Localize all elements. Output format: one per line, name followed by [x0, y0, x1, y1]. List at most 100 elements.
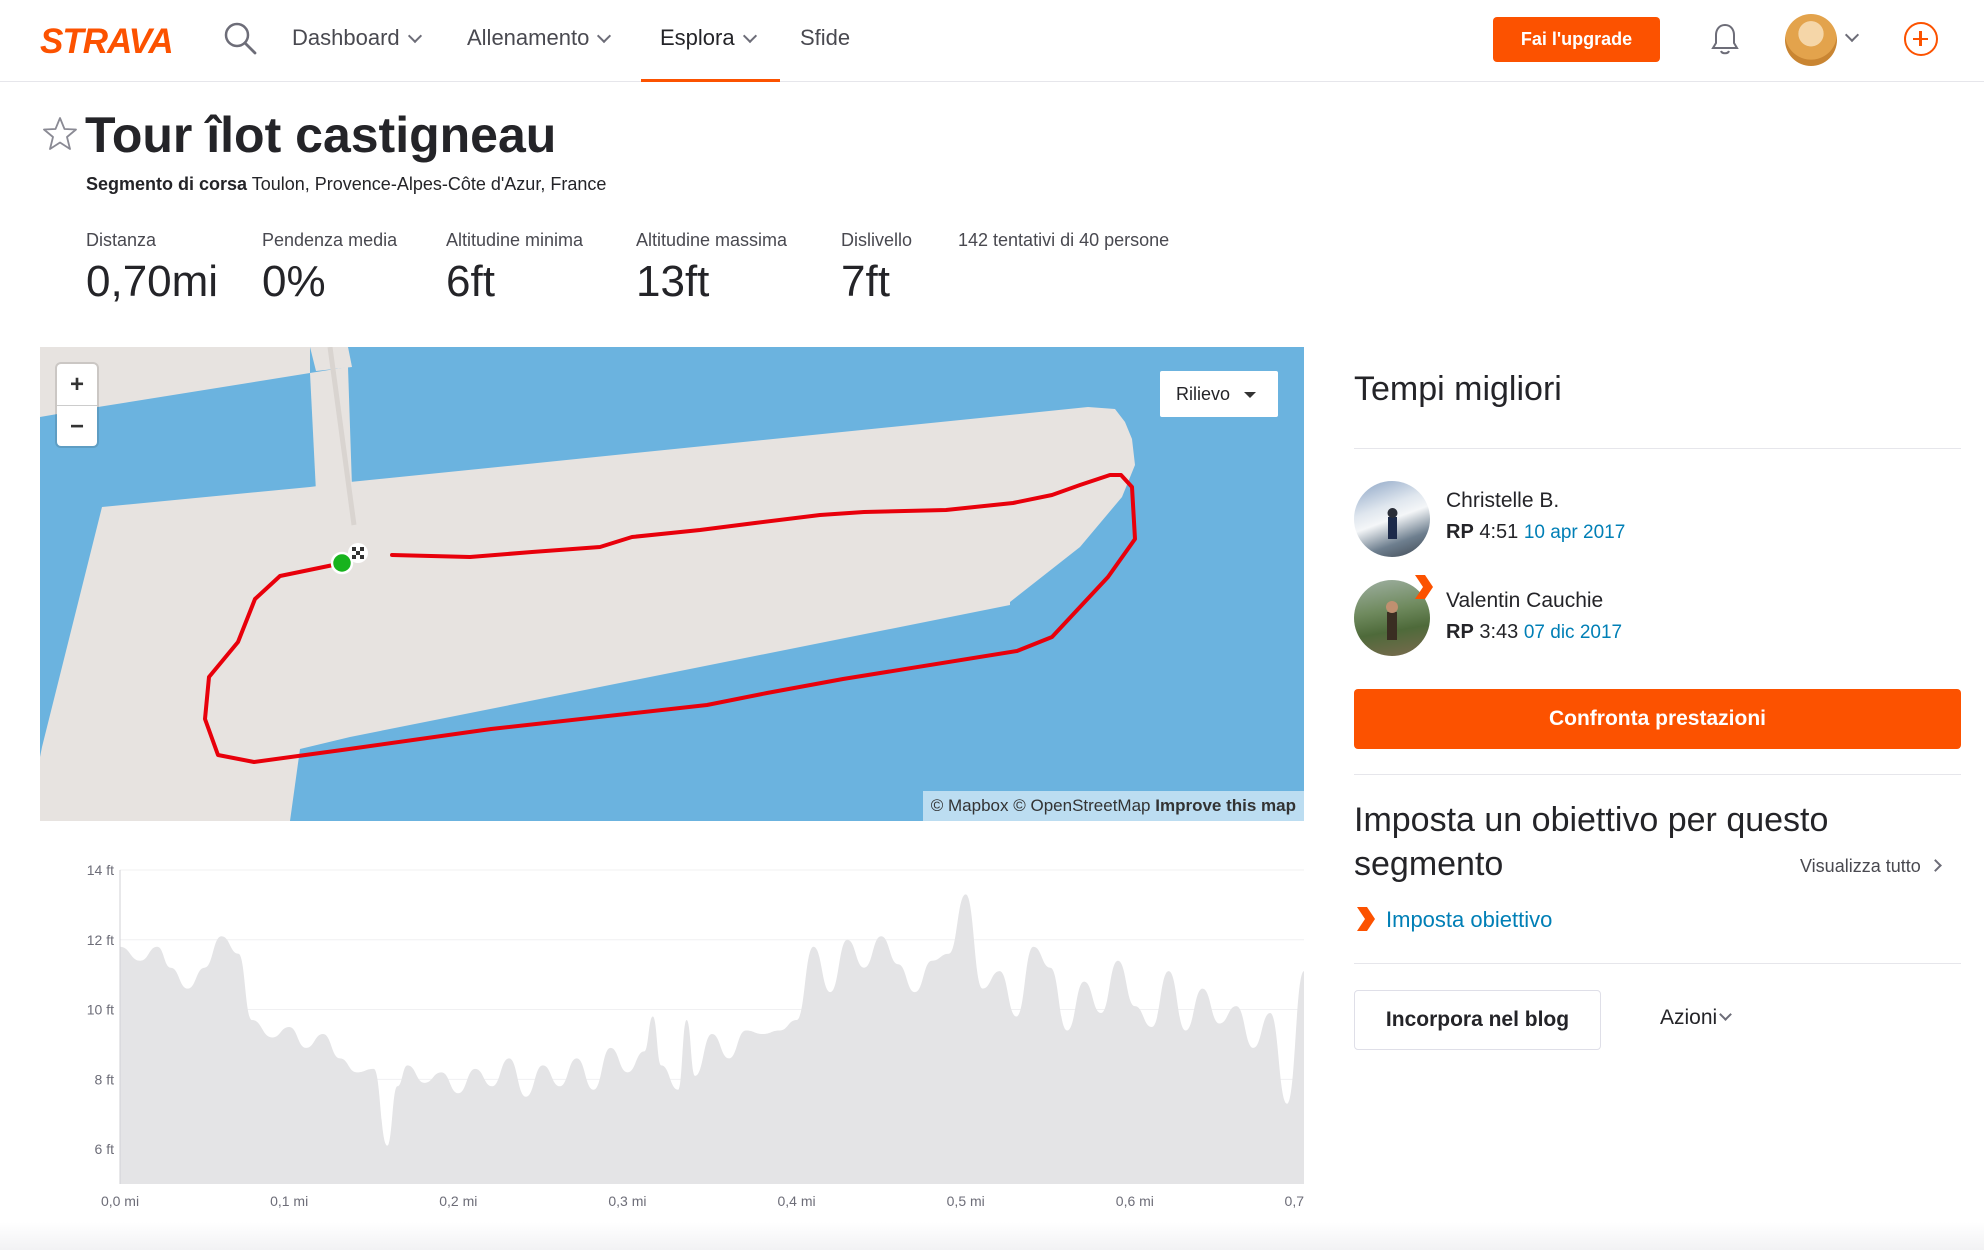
- x-tick-label: 0,0 mi: [101, 1193, 139, 1209]
- strava-logo[interactable]: STRAVA: [40, 22, 192, 58]
- leader-time-value: 3:43: [1479, 621, 1519, 643]
- goal-heading: Imposta un obiettivo per questo segmento: [1354, 801, 1829, 883]
- chevron-right-icon: [1928, 859, 1942, 872]
- chevron-down-icon[interactable]: [1844, 27, 1860, 43]
- map-land: [310, 367, 352, 492]
- x-tick-label: 0,1 mi: [270, 1193, 308, 1209]
- segment-type: Segmento di corsa: [86, 174, 248, 194]
- chevron-down-icon: [407, 28, 422, 44]
- leader-time: RP 4:51 10 apr 2017: [1446, 521, 1625, 544]
- chevron-down-icon: [597, 28, 612, 44]
- active-nav-indicator: [641, 79, 780, 82]
- improve-map-link[interactable]: Improve this map: [1155, 796, 1296, 815]
- x-tick-label: 0,5 mi: [947, 1193, 985, 1209]
- stat-elevation-gain: Dislivello 7ft: [841, 230, 912, 307]
- leader-photo: [1387, 508, 1398, 539]
- actions-label: Azioni: [1660, 1006, 1718, 1029]
- segment-map[interactable]: + − Rilievo © Mapbox © OpenStreetMap Imp…: [40, 347, 1304, 821]
- map-layer-dropdown[interactable]: Rilievo: [1160, 371, 1278, 417]
- chevron-down-icon: [742, 28, 757, 44]
- zoom-in-button[interactable]: +: [69, 371, 84, 398]
- view-all-link[interactable]: Visualizza tutto: [1800, 856, 1942, 877]
- stat-value: 7ft: [841, 257, 890, 306]
- chevron-down-icon: [1719, 1008, 1733, 1021]
- compare-performance-button[interactable]: Confronta prestazioni: [1354, 689, 1961, 749]
- x-tick-label: 0,7: [1285, 1193, 1304, 1209]
- avatar[interactable]: [1354, 481, 1430, 557]
- map-pier: [327, 347, 357, 526]
- search-icon[interactable]: [222, 20, 260, 58]
- view-all-label: Visualizza tutto: [1800, 856, 1921, 876]
- divider: [1354, 963, 1961, 964]
- avatar[interactable]: [1785, 14, 1837, 66]
- stat-distance: Distanza 0,70mi: [86, 230, 218, 307]
- leader-date-link[interactable]: 07 dic 2017: [1523, 622, 1623, 643]
- leader-date-link[interactable]: 10 apr 2017: [1523, 522, 1626, 543]
- avatar[interactable]: [1354, 580, 1430, 656]
- stat-label: Dislivello: [841, 230, 913, 250]
- stat-value: 0,70mi: [86, 257, 219, 306]
- elevation-chart[interactable]: 14 ft 12 ft 10 ft 8 ft 6 ft 0,0 mi 0,1 mi 0,2 m…: [40, 848, 1304, 1228]
- stat-value: 6ft: [446, 257, 495, 306]
- y-tick-label: 6 ft: [95, 1141, 115, 1157]
- goal-chevron-icon: [1357, 907, 1375, 931]
- x-tick-label: 0,2 mi: [439, 1193, 477, 1209]
- nav-esplora-label: Esplora: [660, 25, 735, 50]
- segment-route: [203, 473, 1137, 764]
- leader-name[interactable]: Christelle B.: [1446, 489, 1560, 512]
- x-tick-label: 0,3 mi: [608, 1193, 646, 1209]
- elevation-area: [120, 894, 1304, 1184]
- nav-allenamento[interactable]: Allenamento: [467, 0, 612, 82]
- stat-min-elevation: Altitudine minima 6ft: [446, 230, 583, 307]
- nav-dashboard[interactable]: Dashboard: [292, 0, 422, 82]
- star-icon[interactable]: [42, 116, 78, 152]
- segment-location: Toulon, Provence-Alpes-Côte d'Azur, Fran…: [251, 174, 607, 194]
- page-title: Tour îlot castigneau: [85, 107, 557, 163]
- stat-label: Distanza: [86, 230, 157, 250]
- page-footer-shade: [0, 1222, 1984, 1250]
- nav-sfide[interactable]: Sfide: [800, 0, 850, 82]
- map-land: [40, 347, 310, 417]
- map-canvas[interactable]: [40, 347, 1304, 821]
- zoom-control: + −: [57, 364, 97, 446]
- y-tick-label: 12 ft: [87, 932, 114, 948]
- pr-label: RP: [1446, 621, 1474, 643]
- achievement-badge-icon: [1415, 575, 1433, 599]
- stat-label: Altitudine minima: [446, 230, 584, 250]
- stat-label: Pendenza media: [262, 230, 398, 250]
- nav-esplora[interactable]: Esplora: [660, 0, 757, 82]
- upgrade-button[interactable]: Fai l'upgrade: [1493, 17, 1660, 62]
- zoom-out-button[interactable]: −: [57, 405, 97, 446]
- actions-dropdown[interactable]: Azioni: [1660, 1006, 1733, 1030]
- x-tick-label: 0,4 mi: [778, 1193, 816, 1209]
- stat-max-elevation: Altitudine massima 13ft: [636, 230, 787, 307]
- bell-icon[interactable]: [1710, 22, 1740, 56]
- leader-photo: [1386, 601, 1398, 640]
- stat-label: Altitudine massima: [636, 230, 788, 250]
- plus-circle-icon[interactable]: [1904, 22, 1938, 56]
- leader-time: RP 3:43 07 dic 2017: [1446, 621, 1622, 644]
- embed-in-blog-button[interactable]: Incorpora nel blog: [1354, 990, 1601, 1050]
- set-goal-link[interactable]: Imposta obiettivo: [1386, 907, 1553, 932]
- y-tick-label: 8 ft: [95, 1071, 115, 1087]
- best-times-heading: Tempi migliori: [1354, 370, 1562, 408]
- divider: [1354, 774, 1961, 775]
- pr-label: RP: [1446, 521, 1474, 543]
- x-tick-label: 0,6 mi: [1116, 1193, 1154, 1209]
- y-tick-label: 10 ft: [87, 1002, 114, 1018]
- map-layer-label: Rilievo: [1176, 384, 1231, 404]
- attempts-text[interactable]: 142 tentativi di 40 persone: [958, 230, 1170, 250]
- nav-dashboard-label: Dashboard: [292, 25, 400, 50]
- y-tick-label: 14 ft: [87, 862, 114, 878]
- map-land: [40, 407, 1135, 821]
- mapbox-attribution-link[interactable]: © Mapbox: [930, 796, 1009, 815]
- start-marker: [330, 551, 354, 575]
- osm-attribution-link[interactable]: © OpenStreetMap: [1013, 796, 1151, 815]
- leader-name[interactable]: Valentin Cauchie: [1446, 589, 1604, 612]
- leader-time-value: 4:51: [1479, 521, 1519, 543]
- nav-sfide-label: Sfide: [800, 25, 851, 50]
- finish-flag-icon: [348, 543, 368, 563]
- stat-attempts: 142 tentativi di 40 persone: [958, 230, 1169, 251]
- map-attribution: © Mapbox © OpenStreetMap Improve this ma…: [922, 791, 1304, 821]
- svg-text:STRAVA: STRAVA: [40, 22, 173, 58]
